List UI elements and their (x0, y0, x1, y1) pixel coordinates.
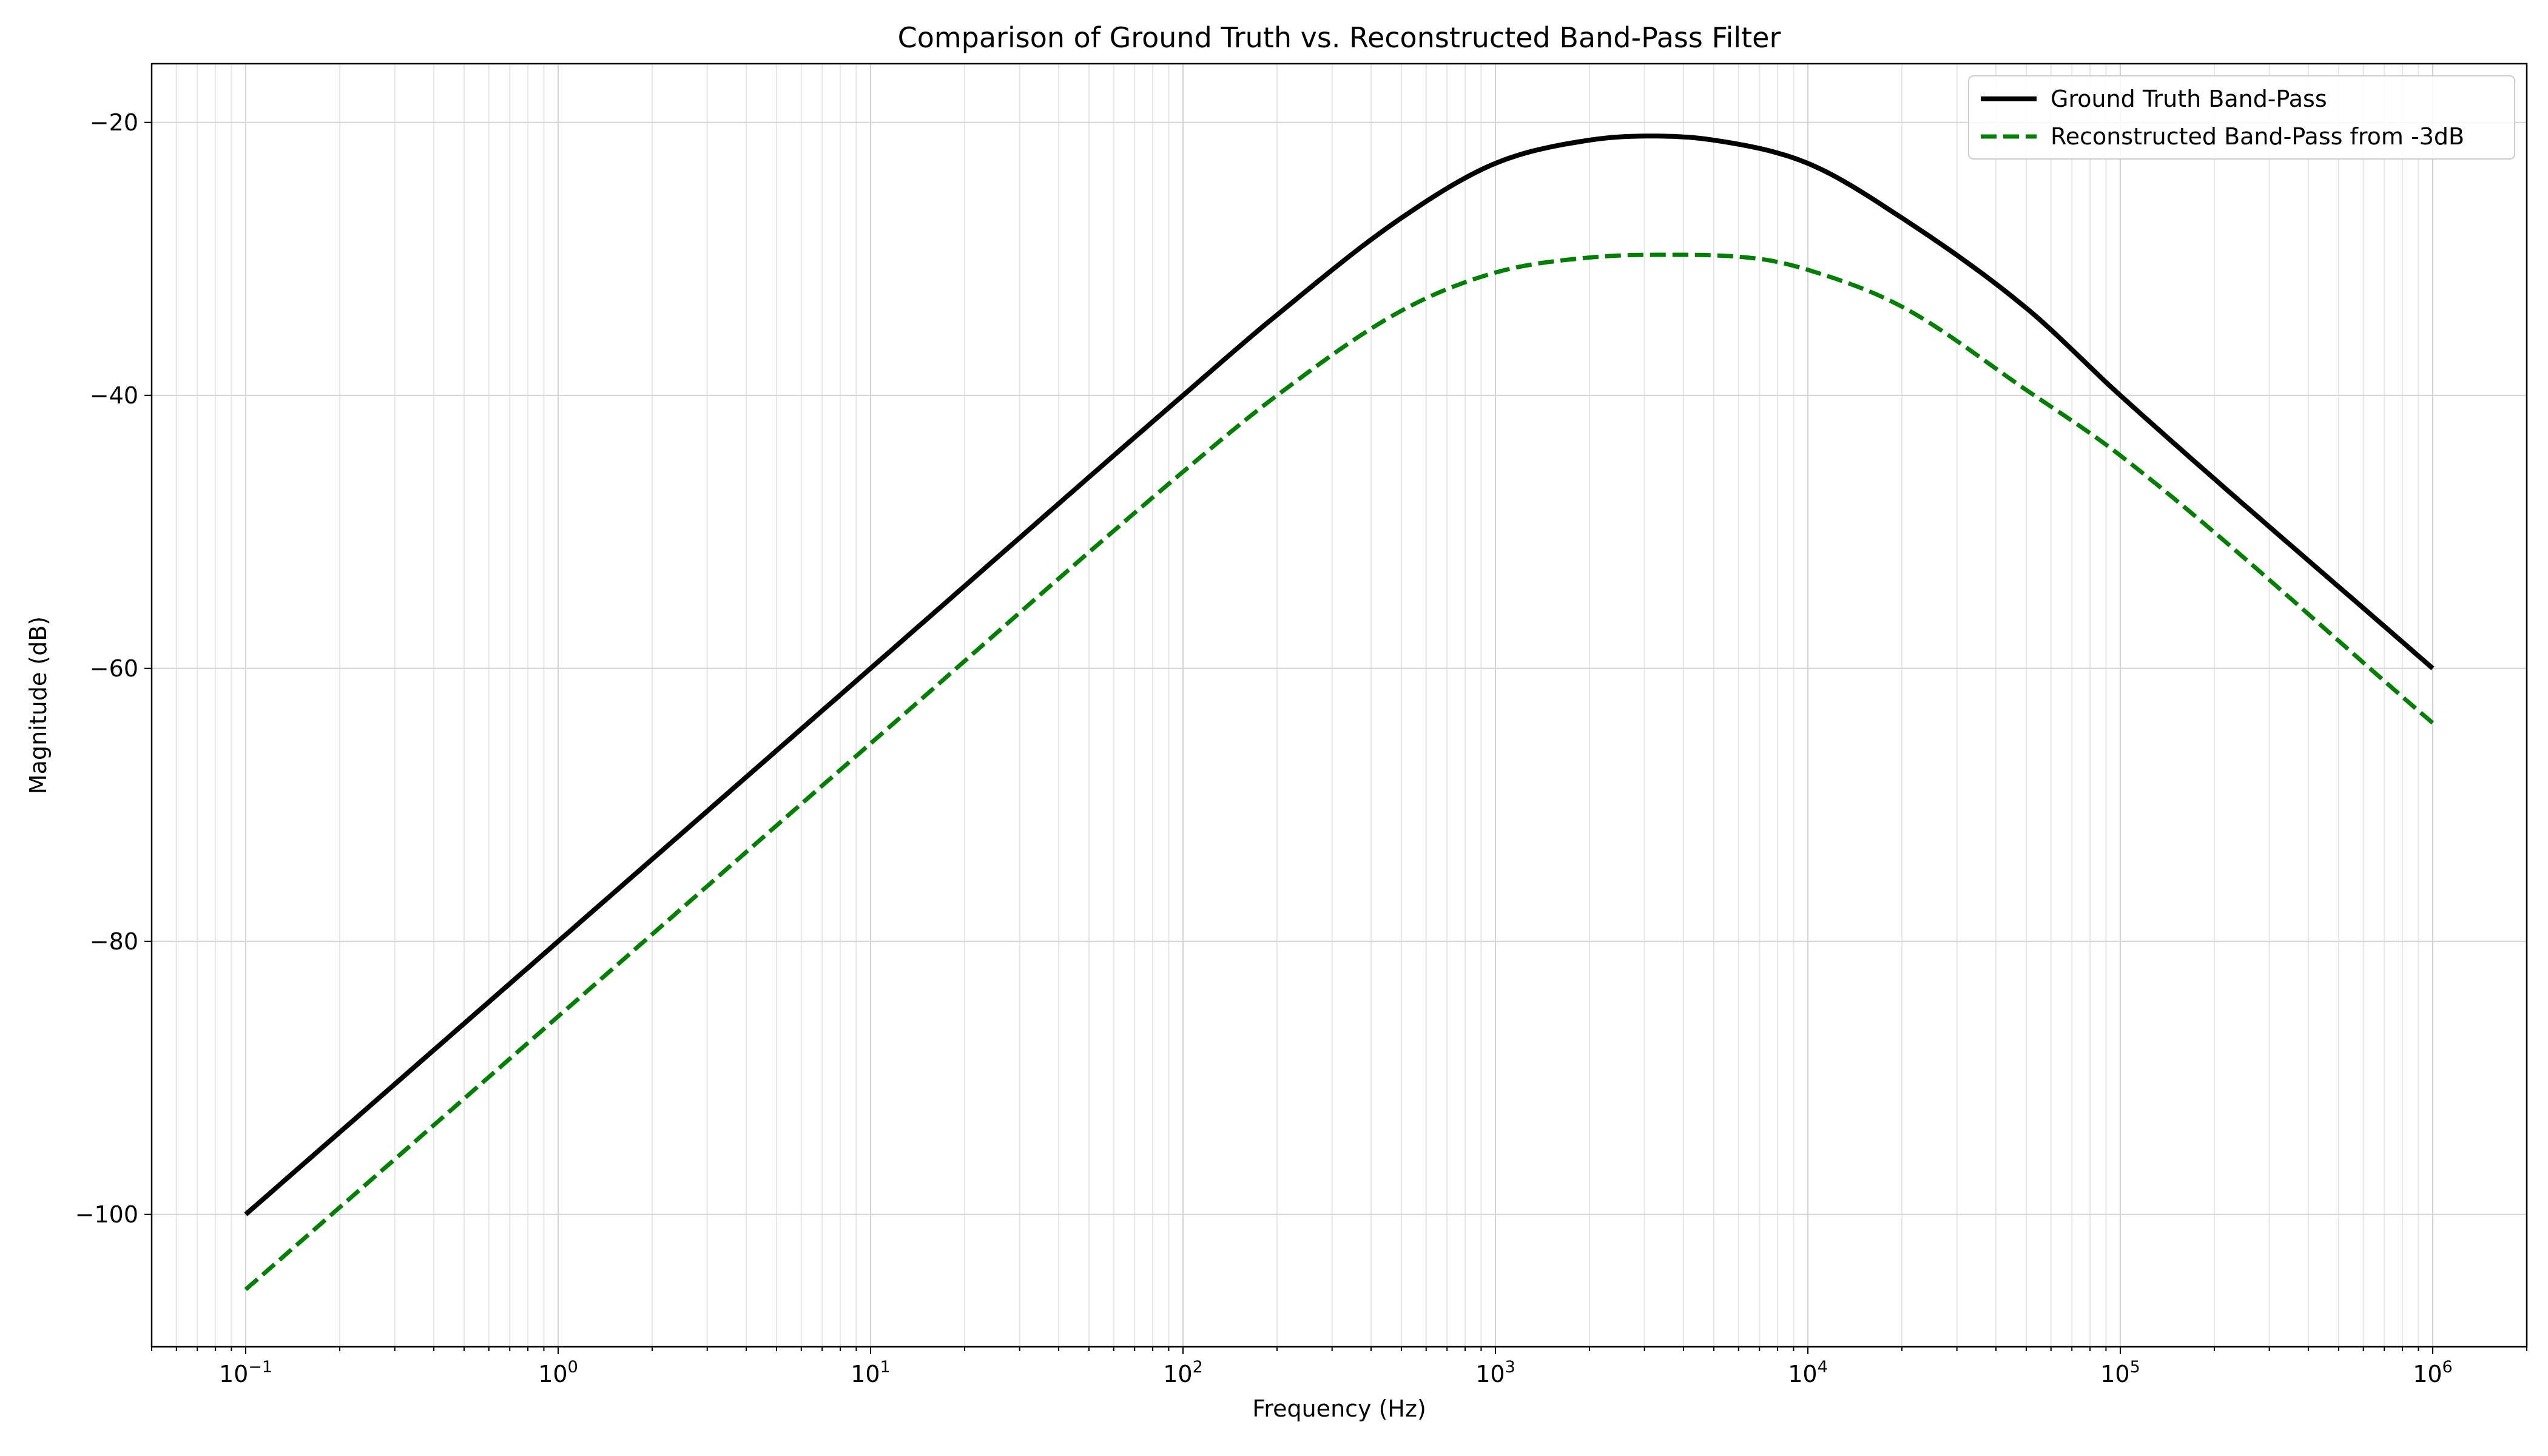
legend-label: Reconstructed Band-Pass from -3dB (2051, 123, 2464, 150)
plot-frame (150, 62, 2528, 1348)
x-tick-label: 10−1 (219, 1358, 272, 1387)
grid (151, 64, 2527, 1347)
legend: Ground Truth Band-Pass Reconstructed Band… (1968, 75, 2515, 160)
y-tick-label: −80 (90, 928, 138, 955)
legend-box (1968, 75, 2515, 160)
x-tick-label: 106 (2413, 1358, 2453, 1387)
y-tick-label: −60 (90, 655, 138, 682)
chart-title: Comparison of Ground Truth vs. Reconstru… (898, 21, 1781, 54)
series-line-ground-truth (244, 133, 2435, 1216)
x-tick-label: 100 (538, 1358, 578, 1387)
y-axis-label: Magnitude (dB) (25, 616, 52, 794)
legend-label: Ground Truth Band-Pass (2051, 86, 2327, 112)
series-line-reconstructed (244, 252, 2435, 1292)
series-layer (244, 133, 2435, 1292)
x-tick-label: 105 (2100, 1358, 2140, 1387)
y-tick-label: −20 (90, 109, 138, 136)
x-tick-label: 102 (1163, 1358, 1203, 1387)
x-axis-label: Frequency (Hz) (1252, 1395, 1426, 1422)
x-tick-label: 101 (851, 1358, 891, 1387)
y-tick-label: −100 (75, 1201, 138, 1228)
x-tick-label: 104 (1788, 1358, 1828, 1387)
ticks: −100 −80 −60 −40 −20 10−1 100 101 102 103 104 105 10… (75, 109, 2527, 1387)
x-tick-label: 103 (1475, 1358, 1515, 1387)
y-tick-label: −40 (90, 382, 138, 409)
